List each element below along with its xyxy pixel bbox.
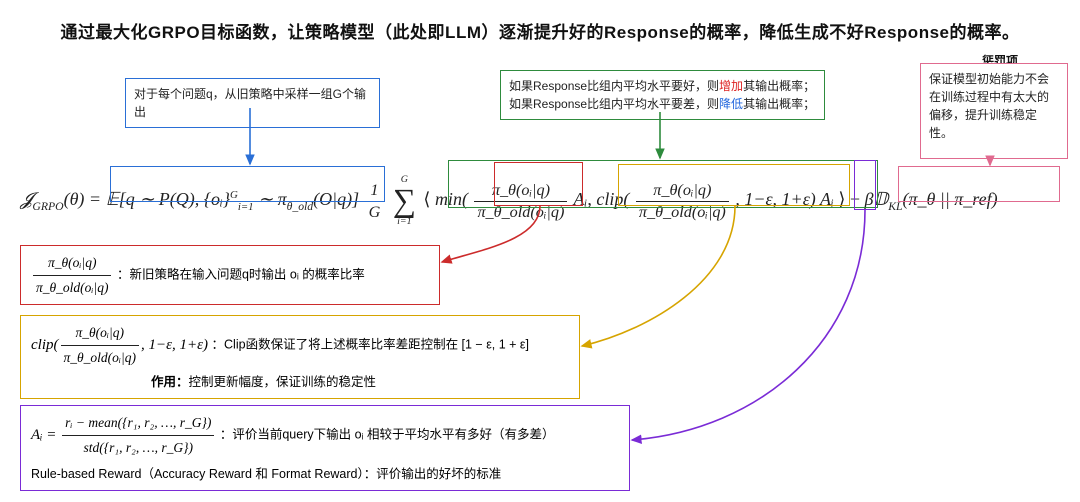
minclip-l2a: 如果Response比组内平均水平要差，则	[509, 97, 719, 111]
er-text: ：新旧策略在输入问题q时输出 oᵢ 的概率比率	[117, 268, 365, 282]
minclip-l1c: 其输出概率；	[743, 79, 815, 93]
f-lhs: 𝓙	[20, 189, 32, 209]
expl-ratio: π_θ(oᵢ|q)π_θ_old(oᵢ|q) ：新旧策略在输入问题q时输出 oᵢ…	[20, 245, 440, 305]
ec-den: π_θ_old(oᵢ|q)	[61, 346, 139, 369]
ea-text: ：评价当前query下输出 oᵢ 相较于平均水平有多好（有多差）	[220, 428, 555, 442]
minclip-l2b: 降低	[719, 97, 743, 111]
page-title: 通过最大化GRPO目标函数，让策略模型（此处即LLM）逐渐提升好的Respons…	[60, 18, 1020, 43]
f-oneG-den: G	[366, 202, 384, 222]
minclip-l1a: 如果Response比组内平均水平要好，则	[509, 79, 719, 93]
f-lhs-sub: GRPO	[32, 200, 63, 213]
ea-den: std({r₁, r₂, …, r_G})	[62, 436, 214, 459]
ec-num: π_θ(oᵢ|q)	[61, 322, 139, 346]
ec-clip: clip(	[31, 337, 59, 353]
ec-note-b: 作用：	[151, 375, 189, 389]
ea-num: rᵢ − mean({r₁, r₂, …, r_G})	[62, 412, 214, 436]
hl-sampling	[110, 166, 385, 202]
note-sampling: 对于每个问题q，从旧策略中采样一组G个输出	[125, 78, 380, 128]
f-sum-sym: ∑	[393, 185, 416, 217]
f-lparen: ⟨	[423, 189, 430, 209]
ec-args: , 1−ε, 1+ε)	[141, 337, 208, 353]
hl-clip	[618, 164, 850, 206]
minclip-l1b: 增加	[719, 79, 743, 93]
expl-clip: clip(π_θ(oᵢ|q)π_θ_old(oᵢ|q), 1−ε, 1+ε) ：…	[20, 315, 580, 399]
er-num: π_θ(oᵢ|q)	[33, 252, 111, 276]
note-penalty: 保证模型初始能力不会在训练过程中有太大的偏移，提升训练稳定性。	[920, 63, 1068, 159]
ec-note: 控制更新幅度，保证训练的稳定性	[189, 375, 377, 389]
ea-lhs: Aᵢ =	[31, 427, 60, 443]
hl-ratio	[494, 162, 583, 206]
note-minclip: 如果Response比组内平均水平要好，则增加其输出概率； 如果Response…	[500, 70, 825, 120]
ea-rule: Rule-based Reward（Accuracy Reward 和 Form…	[31, 464, 501, 484]
minclip-l2c: 其输出概率；	[743, 97, 815, 111]
f-sum: G ∑ i=1	[393, 175, 416, 227]
f-oi-sub: i=1	[238, 201, 254, 213]
hl-Ai	[854, 160, 876, 210]
ec-text: ：Clip函数保证了将上述概率比率差距控制在 [1 − ε, 1 + ε]	[212, 338, 529, 352]
expl-adv: Aᵢ = rᵢ − mean({r₁, r₂, …, r_G})std({r₁,…	[20, 405, 630, 491]
hl-kl	[898, 166, 1060, 202]
er-den: π_θ_old(oᵢ|q)	[33, 276, 111, 299]
